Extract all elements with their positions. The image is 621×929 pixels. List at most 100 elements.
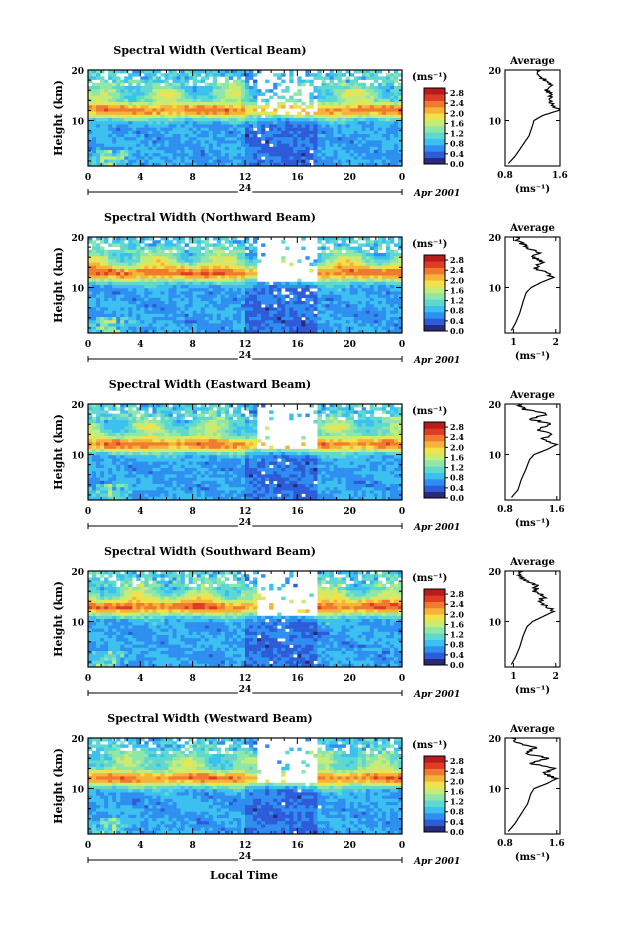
heatmap-cell xyxy=(265,291,270,295)
heatmap-cell xyxy=(261,134,266,138)
heatmap-cell xyxy=(92,458,97,462)
heatmap-cell xyxy=(393,130,399,135)
heatmap-cell xyxy=(96,329,101,334)
heatmap-cell xyxy=(353,281,359,286)
heatmap-cell xyxy=(128,73,133,77)
heatmap-cell xyxy=(152,70,157,74)
heatmap-cell xyxy=(152,269,157,273)
heatmap-cell xyxy=(124,288,129,292)
heatmap-cell xyxy=(369,288,375,292)
heatmap-cell xyxy=(112,243,117,247)
heatmap-cell xyxy=(152,278,157,283)
heatmap-cell xyxy=(277,291,282,295)
heatmap-cell xyxy=(140,275,145,279)
heatmap-cell xyxy=(112,452,117,456)
heatmap-cell xyxy=(253,92,258,96)
heatmap-cell xyxy=(104,442,109,446)
heatmap-cell xyxy=(325,307,330,311)
heatmap-cell xyxy=(273,301,278,305)
heatmap-cell xyxy=(369,143,375,148)
heatmap-cell xyxy=(180,121,185,125)
heatmap-cell xyxy=(192,294,197,299)
heatmap-cell xyxy=(245,92,250,96)
heatmap-cell xyxy=(373,288,379,292)
x-tick-label: 20 xyxy=(343,173,356,183)
heatmap-cell xyxy=(92,259,97,263)
heatmap-cell xyxy=(104,95,109,100)
heatmap-cell xyxy=(144,256,149,260)
heatmap-cell xyxy=(112,468,117,472)
heatmap-cell xyxy=(341,162,346,167)
heatmap-cell xyxy=(236,111,242,116)
heatmap-cell xyxy=(365,134,371,138)
heatmap-cell xyxy=(160,464,165,469)
heatmap-cell xyxy=(228,278,234,283)
heatmap-cell xyxy=(136,317,141,321)
heatmap-cell xyxy=(285,143,290,148)
heatmap-cell xyxy=(281,313,286,318)
heatmap-cell xyxy=(236,92,242,96)
heatmap-cell xyxy=(168,249,173,254)
heatmap-cell xyxy=(116,256,121,260)
heatmap-cell xyxy=(220,246,226,251)
heatmap-cell xyxy=(281,140,286,144)
heatmap-cell xyxy=(124,259,129,263)
heatmap-cell xyxy=(132,159,137,164)
heatmap-cell xyxy=(164,140,169,144)
heatmap-cell xyxy=(224,310,230,315)
colorbar-tick-label: 0.0 xyxy=(450,326,464,336)
heatmap-cell xyxy=(192,262,197,267)
heatmap-cell xyxy=(216,92,222,96)
heatmap-cell xyxy=(249,249,254,254)
heatmap-cell xyxy=(112,294,117,299)
heatmap-cell xyxy=(148,471,153,475)
heatmap-cell xyxy=(381,76,387,80)
heatmap-cell xyxy=(377,281,383,286)
heatmap-cell xyxy=(120,79,125,84)
heatmap-cell xyxy=(156,111,161,116)
heatmap-cell xyxy=(108,288,113,292)
heatmap-cell xyxy=(88,70,93,74)
heatmap-cell xyxy=(309,269,314,273)
heatmap-cell xyxy=(144,429,149,434)
heatmap-cell xyxy=(184,134,189,138)
heatmap-cell xyxy=(212,262,218,267)
heatmap-cell xyxy=(269,301,274,305)
heatmap-cell xyxy=(321,95,326,100)
day-label: 24 xyxy=(239,351,252,361)
heatmap-cell xyxy=(208,95,214,100)
heatmap-cell xyxy=(188,291,193,295)
heatmap-cell xyxy=(172,304,177,308)
heatmap-cell xyxy=(96,294,101,299)
heatmap-cell xyxy=(184,79,189,84)
heatmap-cell xyxy=(293,134,298,138)
heatmap-cell xyxy=(180,237,185,241)
heatmap-cell xyxy=(289,323,294,327)
heatmap-cell xyxy=(92,121,97,125)
panel-title: Spectral Width (Vertical Beam) xyxy=(113,44,306,57)
heatmap-cell xyxy=(253,108,258,112)
heatmap-cell xyxy=(164,269,169,273)
heatmap-cell xyxy=(172,291,177,295)
heatmap-cell xyxy=(321,156,326,160)
heatmap-cell xyxy=(377,137,383,141)
heatmap-cell xyxy=(345,326,350,331)
heatmap-cell xyxy=(132,490,137,494)
heatmap-cell xyxy=(240,162,246,167)
heatmap-cell xyxy=(172,118,177,122)
heatmap-cell xyxy=(112,73,117,77)
heatmap-cell xyxy=(240,253,246,257)
heatmap-cell xyxy=(305,105,310,109)
heatmap-cell xyxy=(337,278,342,283)
heatmap-cell xyxy=(365,253,371,257)
heatmap-cell xyxy=(289,281,294,286)
heatmap-cell xyxy=(196,108,202,112)
heatmap-cell xyxy=(128,143,133,148)
heatmap-cell xyxy=(353,256,359,260)
heatmap-cell xyxy=(240,243,246,247)
heatmap-cell xyxy=(144,442,149,446)
heatmap-cell xyxy=(305,329,310,334)
heatmap-cell xyxy=(88,410,93,414)
heatmap-cell xyxy=(345,320,350,324)
heatmap-cell xyxy=(393,114,399,119)
